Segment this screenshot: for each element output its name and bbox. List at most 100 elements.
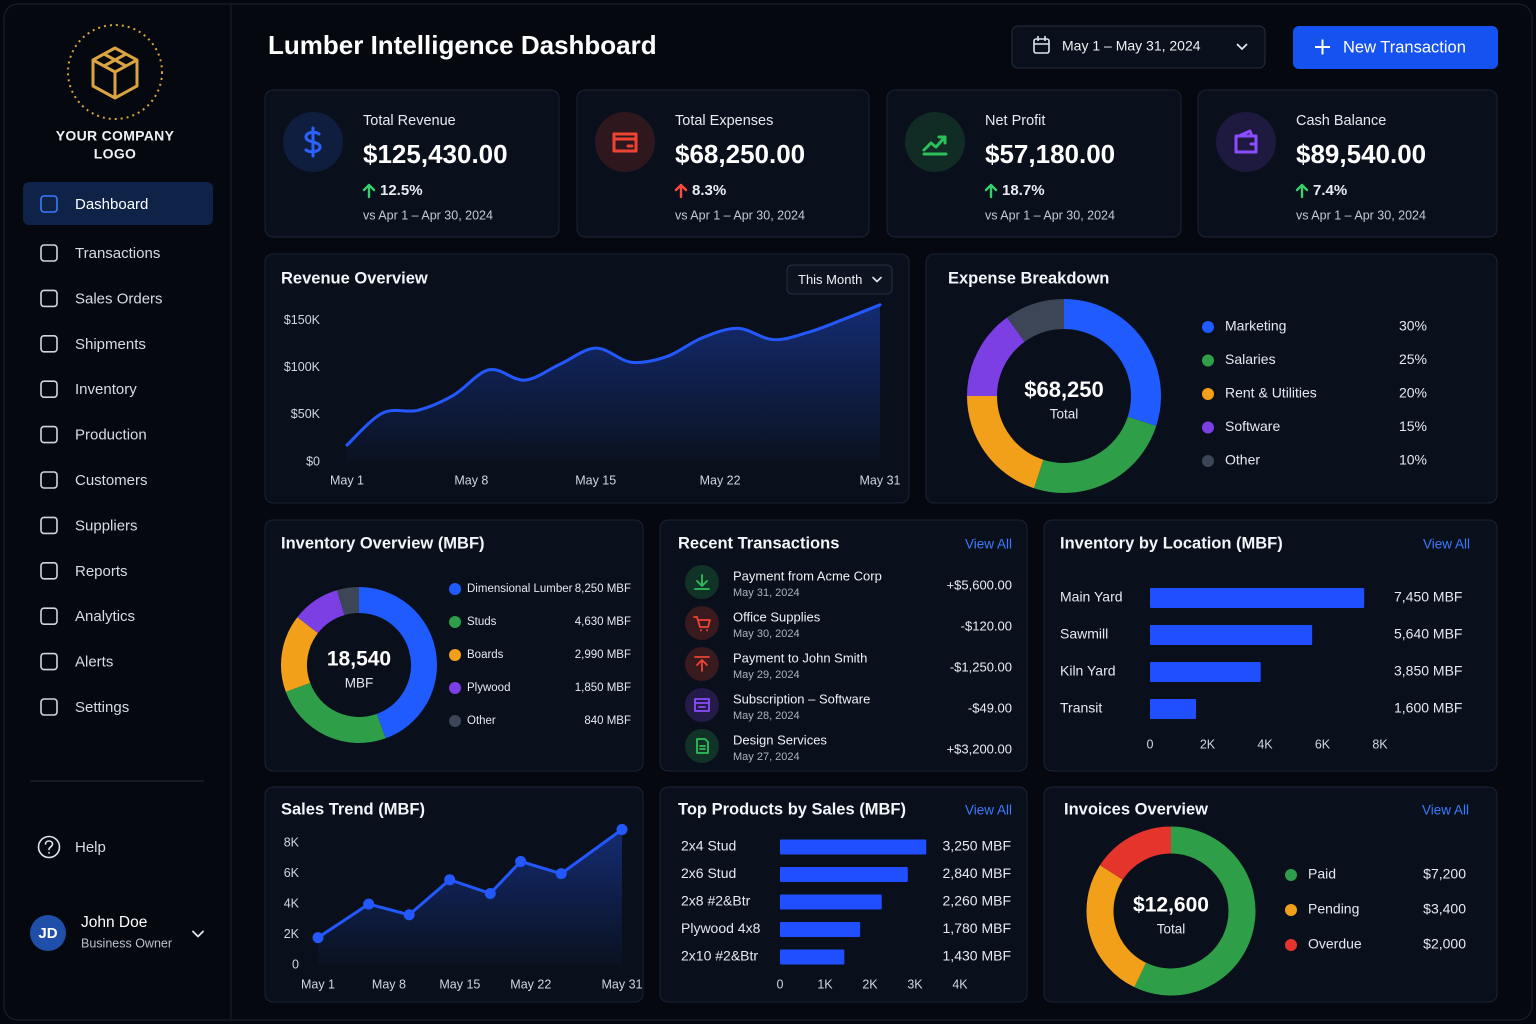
help-icon xyxy=(37,835,61,859)
legend-swatch xyxy=(1202,388,1214,400)
transaction-date: May 29, 2024 xyxy=(733,669,800,681)
y-tick-label: $100K xyxy=(284,360,321,374)
point xyxy=(363,898,375,910)
filter-dropdown[interactable] xyxy=(786,264,893,295)
kpi-label: Cash Balance xyxy=(1296,113,1386,129)
nav-item[interactable]: Transactions xyxy=(75,245,160,262)
y-tick-label: 6K xyxy=(284,866,300,880)
bar xyxy=(1150,625,1313,645)
nav-item[interactable]: Inventory xyxy=(75,381,137,398)
nav-icon xyxy=(40,425,58,444)
legend-value: $7,200 xyxy=(1423,866,1466,882)
x-tick-label: 4K xyxy=(952,977,968,991)
transaction-amount: -$49.00 xyxy=(968,700,1012,715)
date-range[interactable]: May 1 – May 31, 2024 xyxy=(1062,38,1201,54)
help-link[interactable]: Help xyxy=(75,839,106,856)
nav-item[interactable]: Customers xyxy=(75,472,148,489)
donut-center-label: Total xyxy=(1157,922,1186,937)
bar xyxy=(780,949,845,965)
donut-segment xyxy=(967,317,1026,397)
nav-item[interactable]: Production xyxy=(75,427,147,444)
card-title: Revenue Overview xyxy=(281,269,428,287)
card-title: Sales Trend (MBF) xyxy=(281,800,425,818)
point xyxy=(403,909,415,921)
legend-swatch xyxy=(1202,421,1214,434)
trend-arrow xyxy=(1295,183,1309,199)
nav-icon xyxy=(40,334,58,353)
button-label[interactable]: New Transaction xyxy=(1343,38,1466,56)
x-tick-label: May 1 xyxy=(330,473,364,487)
kpi-card xyxy=(264,89,560,238)
nav-item[interactable]: Analytics xyxy=(75,608,135,625)
legend-value: $3,400 xyxy=(1423,901,1466,917)
view-all-link[interactable]: View All xyxy=(1423,537,1470,552)
y-tick-label: $50K xyxy=(291,407,321,421)
nav-active-bg[interactable] xyxy=(23,182,213,225)
kpi-icon xyxy=(304,126,322,158)
transaction-icon-bg xyxy=(685,688,719,722)
donut-segment xyxy=(1100,826,1172,881)
kpi-value: $89,540.00 xyxy=(1296,139,1426,169)
bar xyxy=(780,894,882,910)
nav-item[interactable]: Reports xyxy=(75,563,128,580)
logo-text: LOGO xyxy=(94,146,136,162)
donut-segment xyxy=(358,587,437,739)
value-label: 2,840 MBF xyxy=(943,865,1011,881)
chart-card xyxy=(1043,519,1498,772)
kpi-icon xyxy=(612,132,638,153)
category-label: 2x10 #2&Btr xyxy=(681,948,758,964)
nav-item[interactable]: Dashboard xyxy=(75,196,148,213)
kpi-icon xyxy=(1234,129,1258,154)
new-transaction-button[interactable] xyxy=(1293,26,1498,69)
nav-item[interactable]: Sales Orders xyxy=(75,290,163,307)
legend-label: Software xyxy=(1225,418,1280,434)
value-label: 3,250 MBF xyxy=(943,838,1011,854)
donut-center-value: $12,600 xyxy=(1133,894,1209,917)
line xyxy=(316,828,624,940)
point xyxy=(444,874,456,886)
point xyxy=(616,824,628,836)
x-tick-label: May 22 xyxy=(510,977,551,991)
point xyxy=(312,932,324,944)
legend-swatch xyxy=(449,583,461,595)
plus-icon xyxy=(1315,39,1330,55)
legend-swatch xyxy=(1202,354,1214,367)
nav-icon xyxy=(40,471,58,489)
view-all-link[interactable]: View All xyxy=(1422,803,1469,818)
trend-arrow xyxy=(674,183,688,199)
transaction-title: Office Supplies xyxy=(733,609,821,624)
nav-item[interactable]: Settings xyxy=(75,699,129,716)
x-tick-label: May 8 xyxy=(372,977,406,991)
kpi-icon-bg xyxy=(595,112,655,172)
date-range-picker[interactable] xyxy=(1011,25,1266,69)
x-tick-label: May 22 xyxy=(700,473,741,487)
kpi-card xyxy=(886,89,1182,238)
nav-item[interactable]: Shipments xyxy=(75,336,146,353)
donut-segment xyxy=(1086,865,1147,988)
view-all-link[interactable]: View All xyxy=(965,537,1012,552)
filter-label[interactable]: This Month xyxy=(798,272,862,287)
x-tick-label: 6K xyxy=(1315,737,1331,751)
help-glyph xyxy=(44,840,54,854)
transaction-icon xyxy=(694,574,710,590)
kpi-label: Total Revenue xyxy=(363,113,456,129)
transaction-date: May 30, 2024 xyxy=(733,628,800,640)
view-all-link[interactable]: View All xyxy=(965,803,1012,818)
legend-value: 20% xyxy=(1399,385,1427,401)
card-title: Invoices Overview xyxy=(1064,800,1208,818)
legend-label: Dimensional Lumber xyxy=(467,583,573,595)
donut-center-label: MBF xyxy=(345,676,374,691)
kpi-icon-bg xyxy=(905,112,965,172)
date-chevron xyxy=(1236,43,1248,51)
user-name: John Doe xyxy=(81,914,147,931)
kpi-value: $125,430.00 xyxy=(363,139,508,169)
y-tick-label: $150K xyxy=(284,313,321,327)
nav-item[interactable]: Alerts xyxy=(75,654,113,671)
page-title: Lumber Intelligence Dashboard xyxy=(268,30,657,60)
nav-item[interactable]: Suppliers xyxy=(75,517,138,534)
donut-segment xyxy=(281,617,319,692)
filter-chevron xyxy=(872,276,882,283)
legend-label: Rent & Utilities xyxy=(1225,385,1317,401)
legend-swatch xyxy=(449,649,461,661)
legend-value: 15% xyxy=(1399,418,1427,434)
